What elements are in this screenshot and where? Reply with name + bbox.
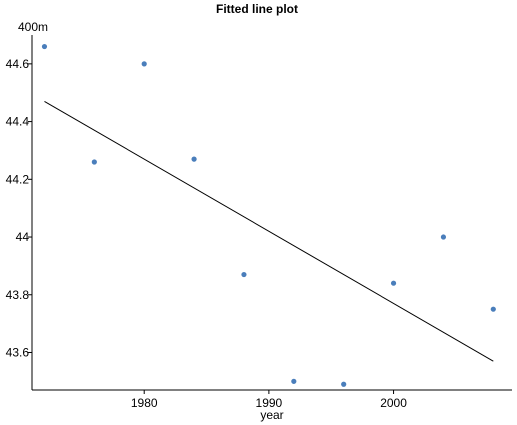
- y-tick-label: 43.8: [6, 288, 30, 302]
- y-tick-label: 44.2: [6, 172, 30, 186]
- x-tick-label: 1990: [256, 396, 283, 410]
- x-tick-label: 1980: [131, 396, 158, 410]
- data-point: [440, 234, 447, 240]
- chart-title: Fitted line plot: [216, 2, 298, 16]
- x-axis-title: year: [260, 408, 283, 422]
- data-point: [91, 159, 97, 165]
- data-point: [490, 306, 496, 312]
- y-axis-title: 400m: [18, 20, 48, 34]
- y-tick-label: 44.4: [6, 115, 30, 129]
- data-point: [191, 156, 197, 162]
- data-point: [41, 43, 48, 50]
- y-axis-ticks: 43.6 43.8 44 44.2 44.4 44.6: [6, 57, 32, 359]
- data-point: [141, 61, 147, 67]
- data-point: [241, 271, 247, 278]
- plot-area: [41, 43, 496, 387]
- data-point: [390, 280, 397, 286]
- y-tick-label: 44.6: [6, 57, 30, 71]
- data-point: [291, 378, 297, 384]
- y-tick-label: 44: [16, 230, 30, 244]
- x-tick-label: 2000: [380, 396, 407, 410]
- data-point: [341, 381, 347, 387]
- x-axis-ticks: 1980 1990 2000: [131, 390, 407, 410]
- y-tick-label: 43.6: [6, 345, 30, 359]
- fitted-line: [44, 100, 494, 362]
